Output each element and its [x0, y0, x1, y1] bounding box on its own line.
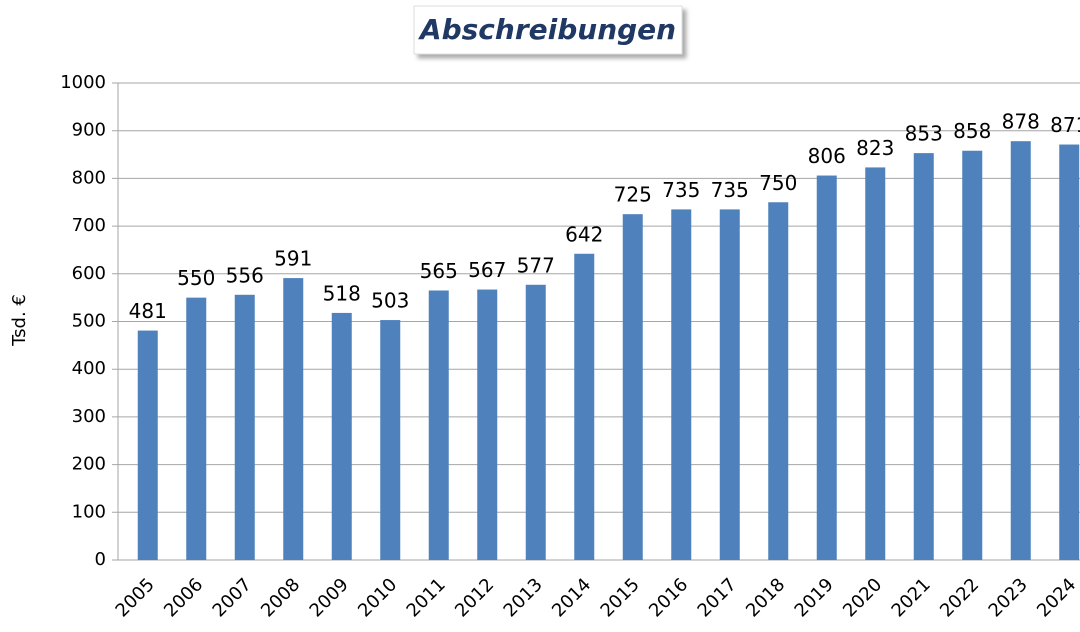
y-tick-label: 400 [72, 358, 106, 379]
x-tick-label: 2016 [645, 574, 692, 621]
data-label: 556 [226, 263, 264, 287]
data-label: 481 [129, 299, 167, 323]
bar [234, 294, 255, 560]
x-tick-label: 2015 [597, 574, 644, 621]
bar [816, 175, 837, 560]
data-label: 577 [517, 253, 555, 277]
data-label: 503 [371, 289, 409, 313]
data-label: 806 [808, 144, 846, 168]
data-label: 858 [953, 119, 991, 143]
data-label: 878 [1002, 110, 1040, 134]
bar [137, 330, 158, 560]
bar [768, 202, 789, 560]
y-tick-label: 800 [72, 167, 106, 188]
x-tick-label: 2007 [209, 574, 256, 621]
data-label: 565 [420, 259, 458, 283]
bar [525, 284, 546, 560]
bar [380, 320, 401, 560]
bar [865, 167, 886, 560]
data-label: 735 [662, 178, 700, 202]
y-tick-label: 700 [72, 215, 106, 236]
data-label: 735 [711, 178, 749, 202]
bar [283, 278, 304, 560]
bar [622, 214, 643, 561]
y-tick-label: 300 [72, 406, 106, 427]
x-tick-label: 2024 [1033, 574, 1080, 621]
x-tick-label: 2019 [791, 574, 838, 621]
bar [574, 253, 595, 561]
bar [331, 312, 352, 560]
data-label: 725 [614, 183, 652, 207]
bar [186, 297, 207, 560]
x-tick-label: 2009 [306, 574, 353, 621]
bar [913, 153, 934, 560]
y-tick-label: 0 [95, 549, 106, 570]
bar [1010, 141, 1031, 560]
x-tick-label: 2010 [354, 574, 401, 621]
y-tick-label: 200 [72, 454, 106, 475]
bar [477, 289, 498, 560]
y-tick-label: 100 [72, 501, 106, 522]
y-tick-label: 1000 [60, 72, 106, 93]
x-tick-label: 2005 [112, 574, 159, 621]
x-tick-label: 2013 [500, 574, 547, 621]
x-tick-label: 2022 [936, 574, 983, 621]
y-tick-label: 500 [72, 311, 106, 332]
bar [671, 209, 692, 560]
x-tick-label: 2020 [839, 574, 886, 621]
x-tick-label: 2011 [403, 574, 450, 621]
x-tick-label: 2006 [160, 574, 207, 621]
data-label: 591 [274, 247, 312, 271]
data-label: 871 [1050, 113, 1080, 137]
y-tick-label: 900 [72, 120, 106, 141]
data-label: 642 [565, 222, 603, 246]
data-label: 518 [323, 281, 361, 305]
bar [719, 209, 740, 560]
data-label: 567 [468, 258, 506, 282]
bar [1059, 144, 1080, 560]
x-tick-label: 2018 [742, 574, 789, 621]
chart-title: Abschreibungen [418, 13, 676, 46]
data-label: 550 [177, 266, 215, 290]
x-tick-label: 2023 [985, 574, 1032, 621]
x-tick-label: 2012 [451, 574, 498, 621]
x-tick-label: 2014 [548, 574, 595, 621]
data-label: 750 [759, 171, 797, 195]
y-tick-label: 600 [72, 263, 106, 284]
x-tick-label: 2008 [257, 574, 304, 621]
bar [428, 290, 449, 560]
bar [962, 150, 983, 560]
x-tick-label: 2017 [694, 574, 741, 621]
y-axis-label: Tsd. € [9, 294, 30, 347]
x-tick-label: 2021 [888, 574, 935, 621]
data-label: 823 [856, 136, 894, 160]
data-label: 853 [905, 122, 943, 146]
title-box [413, 5, 683, 55]
